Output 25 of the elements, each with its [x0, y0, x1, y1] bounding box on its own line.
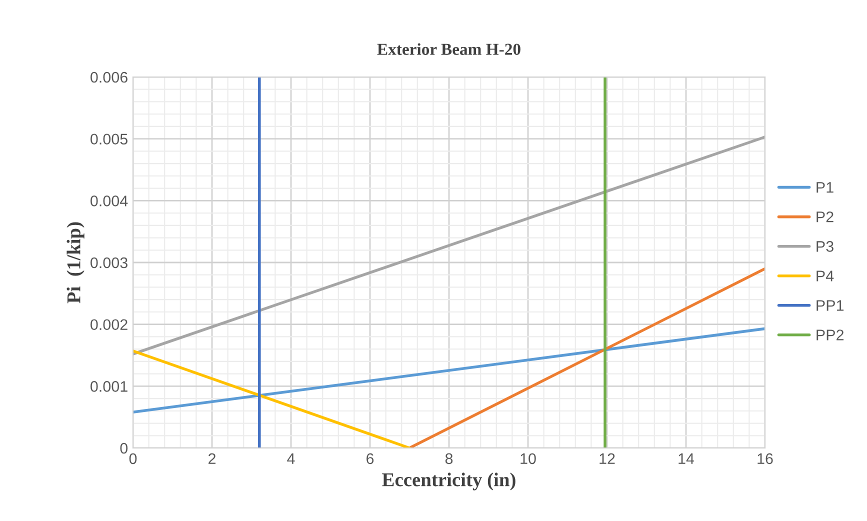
x-tick-label: 4	[287, 453, 295, 464]
y-tick-label: 0.006	[90, 72, 128, 83]
x-tick-label: 0	[129, 453, 137, 464]
legend-label: P2	[816, 212, 834, 222]
x-tick-label: 6	[366, 453, 374, 464]
chart-title: Exterior Beam H-20	[377, 43, 520, 55]
y-tick-label: 0.004	[90, 196, 128, 206]
x-tick-label: 2	[208, 453, 216, 464]
x-axis-title: Eccentricity (in)	[382, 472, 516, 490]
y-tick-label: 0.005	[90, 134, 128, 145]
y-tick-label: 0.002	[90, 319, 128, 330]
legend-label: P1	[816, 182, 834, 193]
y-tick-label: 0.003	[90, 257, 128, 268]
x-tick-label: 8	[445, 453, 453, 464]
x-tick-label: 10	[520, 453, 536, 464]
legend-label: P4	[816, 270, 834, 282]
legend-label: PP1	[816, 300, 844, 311]
y-tick-label: 0	[120, 442, 128, 454]
x-tick-label: 16	[758, 453, 773, 464]
y-tick-label: 0.001	[90, 381, 128, 392]
legend-label: PP2	[816, 330, 844, 340]
y-axis-title: Pi (1/kip)	[66, 222, 84, 304]
x-tick-label: 12	[600, 453, 615, 464]
legend-label: P3	[816, 241, 834, 252]
x-tick-label: 14	[678, 453, 694, 464]
